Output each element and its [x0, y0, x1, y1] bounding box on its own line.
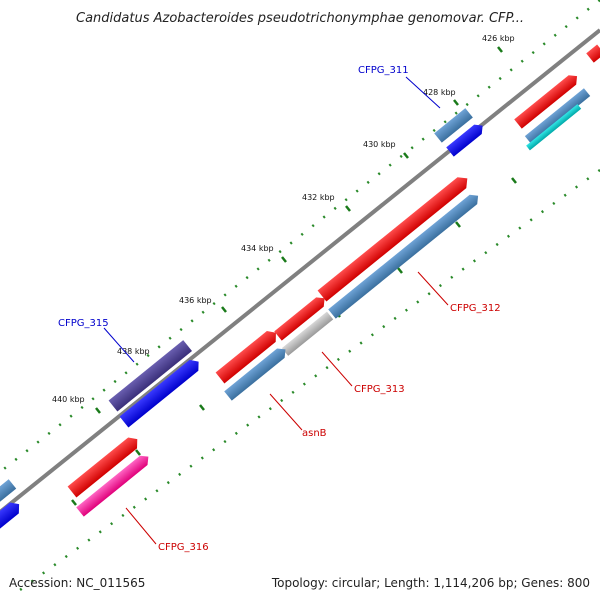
accession-text: Accession: NC_011565 [9, 576, 145, 590]
feature-cfpg315-gene[interactable] [108, 340, 193, 412]
feature-cfpg315-cds[interactable] [119, 356, 203, 428]
gene-label-cfpg311[interactable]: CFPG_311 [358, 65, 409, 76]
map-title: Candidatus Azobacteroides pseudotrichony… [76, 11, 524, 26]
feature-cfpg311-cds[interactable] [446, 121, 486, 157]
feature-asnB-cds[interactable] [215, 327, 281, 384]
leader-cfpg312 [417, 271, 449, 306]
feature-cfpg311-gene[interactable] [434, 108, 473, 143]
feature-right-red[interactable] [514, 72, 581, 129]
feature-edge-red[interactable] [586, 44, 600, 63]
tick-label-434: 434 kbp [241, 244, 274, 253]
feature-cfpg312-gene[interactable] [328, 191, 482, 319]
feature-cfpg316-rna[interactable] [76, 452, 152, 517]
feature-left-steel[interactable] [0, 479, 17, 505]
tick-label-432: 432 kbp [302, 193, 335, 202]
genome-backbone [0, 28, 600, 514]
leader-cfpg313 [321, 351, 353, 387]
leader-cfpg315 [103, 327, 135, 363]
tick-label-438: 438 kbp [117, 347, 150, 356]
feature-asnB-gene[interactable] [224, 345, 289, 401]
leader-cfpg311 [405, 76, 441, 109]
tick-label-440: 440 kbp [52, 395, 85, 404]
feature-left-blue[interactable] [0, 499, 24, 531]
leader-asnB [269, 393, 303, 431]
gene-label-cfpg315[interactable]: CFPG_315 [58, 318, 109, 329]
feature-cfpg313-cds[interactable] [274, 294, 328, 341]
tick-label-436: 436 kbp [179, 296, 212, 305]
summary-text: Topology: circular; Length: 1,114,206 bp… [271, 576, 590, 590]
tick-label-428: 428 kbp [423, 88, 456, 97]
tick-ring-outer [0, 0, 600, 473]
gene-label-cfpg313[interactable]: CFPG_313 [354, 384, 405, 395]
tick-ring-inner [19, 168, 600, 592]
feature-cfpg316-cds[interactable] [67, 434, 142, 498]
feature-cfpg313-pseudo[interactable] [281, 311, 334, 356]
gene-label-cfpg312[interactable]: CFPG_312 [450, 303, 501, 314]
feature-right-steel[interactable] [524, 88, 591, 144]
tick-label-430: 430 kbp [363, 140, 396, 149]
feature-right-cyan[interactable] [526, 104, 582, 151]
gene-label-cfpg316[interactable]: CFPG_316 [158, 542, 209, 553]
tick-label-426: 426 kbp [482, 34, 515, 43]
leader-cfpg316 [125, 507, 157, 545]
feature-cfpg312-cds[interactable] [317, 173, 472, 302]
gene-label-asnB[interactable]: asnB [302, 428, 327, 439]
